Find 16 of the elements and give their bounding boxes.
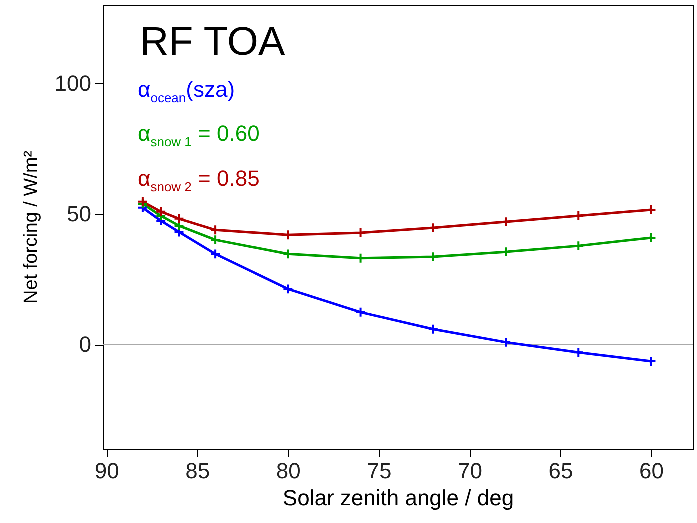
- text: α$_{snow 1}$ = 0.60: [138, 120, 260, 152]
- y-tick-label: 0: [79, 332, 92, 358]
- y-tick-label: 50: [67, 201, 92, 226]
- x-axis-title: Solar zenith angle / deg: [282, 486, 514, 510]
- x-tick-label: 65: [548, 458, 574, 484]
- x-tick-label: 75: [367, 458, 392, 484]
- y-axis-title: Net forcing / W/m²: [20, 150, 42, 304]
- x-tick-label: 60: [640, 458, 664, 484]
- text: α$_{ocean}$(sza): [138, 76, 236, 108]
- x-tick-label: 85: [186, 458, 210, 484]
- x-tick-label: 80: [276, 458, 301, 484]
- series-label: α$_{snow 2}$ = 0.85: [138, 164, 260, 196]
- y-tick-label: 100: [54, 70, 92, 96]
- x-tick-label: 70: [458, 458, 482, 484]
- chart-title: RF TOA: [140, 20, 286, 64]
- x-tick-label: 90: [94, 458, 120, 484]
